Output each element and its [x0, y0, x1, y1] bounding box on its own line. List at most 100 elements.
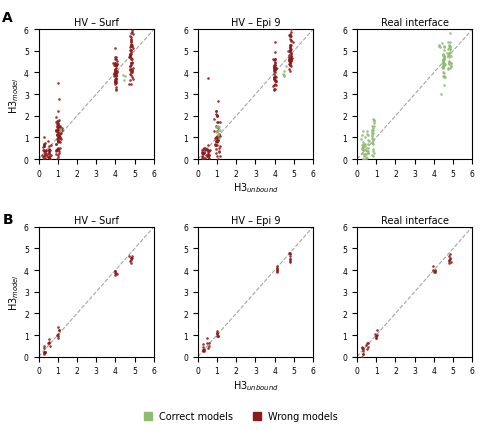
Point — [40, 350, 48, 357]
Point — [439, 40, 446, 47]
Point — [214, 133, 222, 140]
Point — [440, 52, 447, 59]
Point — [214, 134, 222, 141]
Point — [446, 47, 454, 54]
Point — [286, 55, 294, 62]
Point — [214, 133, 221, 140]
Point — [444, 66, 452, 73]
Point — [129, 77, 137, 83]
Point — [41, 148, 49, 155]
Point — [40, 349, 48, 356]
Point — [54, 127, 62, 134]
Point — [54, 80, 62, 87]
Point — [126, 44, 134, 51]
Point — [45, 143, 53, 150]
Point — [54, 127, 62, 134]
Y-axis label: H3$_{model}$: H3$_{model}$ — [7, 77, 21, 114]
Point — [54, 132, 61, 139]
Point — [55, 126, 63, 133]
Point — [286, 48, 294, 55]
Point — [129, 46, 136, 52]
Point — [369, 125, 377, 132]
Point — [42, 147, 50, 154]
Point — [199, 347, 207, 353]
Point — [199, 347, 207, 353]
Point — [46, 149, 54, 156]
Point — [360, 168, 367, 175]
Point — [127, 42, 134, 49]
Point — [286, 34, 294, 40]
Point — [127, 43, 135, 49]
Point — [128, 255, 135, 262]
Point — [53, 148, 60, 155]
Point — [362, 141, 369, 147]
Point — [127, 258, 135, 264]
Point — [271, 50, 279, 57]
Point — [111, 80, 119, 86]
Point — [119, 73, 127, 80]
Point — [43, 152, 51, 159]
Point — [446, 31, 454, 37]
Point — [445, 52, 453, 59]
Point — [110, 70, 118, 77]
Point — [214, 153, 221, 160]
Point — [111, 73, 119, 80]
Point — [213, 125, 220, 132]
Point — [214, 139, 221, 146]
Point — [440, 64, 447, 71]
Point — [45, 148, 53, 155]
Point — [120, 77, 127, 84]
Point — [439, 64, 447, 71]
Point — [287, 38, 295, 45]
Point — [368, 128, 375, 135]
Point — [270, 76, 278, 83]
Point — [127, 35, 134, 42]
Point — [373, 332, 380, 339]
Point — [269, 83, 277, 90]
Point — [286, 43, 294, 49]
Point — [286, 62, 294, 69]
Point — [126, 52, 134, 58]
Point — [206, 147, 214, 154]
Point — [361, 143, 368, 150]
Point — [440, 65, 447, 72]
Point — [127, 36, 135, 43]
Point — [125, 54, 133, 61]
Point — [440, 55, 448, 61]
Point — [269, 56, 277, 63]
Point — [111, 60, 119, 67]
Point — [359, 347, 367, 354]
Point — [201, 347, 208, 353]
Point — [445, 253, 453, 260]
Point — [440, 57, 447, 64]
Point — [46, 161, 54, 168]
Point — [216, 127, 224, 134]
Point — [126, 52, 134, 58]
Point — [286, 60, 294, 67]
Point — [129, 66, 136, 73]
Point — [40, 153, 48, 160]
Point — [270, 68, 278, 75]
Point — [56, 129, 64, 136]
Point — [286, 36, 294, 43]
Point — [285, 58, 293, 65]
Point — [447, 63, 455, 70]
X-axis label: H3$_{unbound}$: H3$_{unbound}$ — [233, 181, 278, 195]
Point — [271, 70, 279, 77]
Point — [361, 151, 368, 158]
Point — [212, 108, 219, 115]
Point — [445, 60, 453, 67]
Point — [112, 80, 120, 87]
Point — [287, 64, 295, 71]
Point — [359, 350, 367, 357]
Point — [287, 62, 295, 69]
Point — [271, 66, 279, 73]
Point — [368, 128, 375, 135]
Point — [359, 158, 367, 165]
Point — [357, 162, 365, 169]
Point — [373, 333, 380, 340]
Point — [286, 60, 294, 67]
Point — [439, 58, 446, 65]
Point — [200, 348, 208, 355]
Title: Real interface: Real interface — [381, 18, 449, 28]
